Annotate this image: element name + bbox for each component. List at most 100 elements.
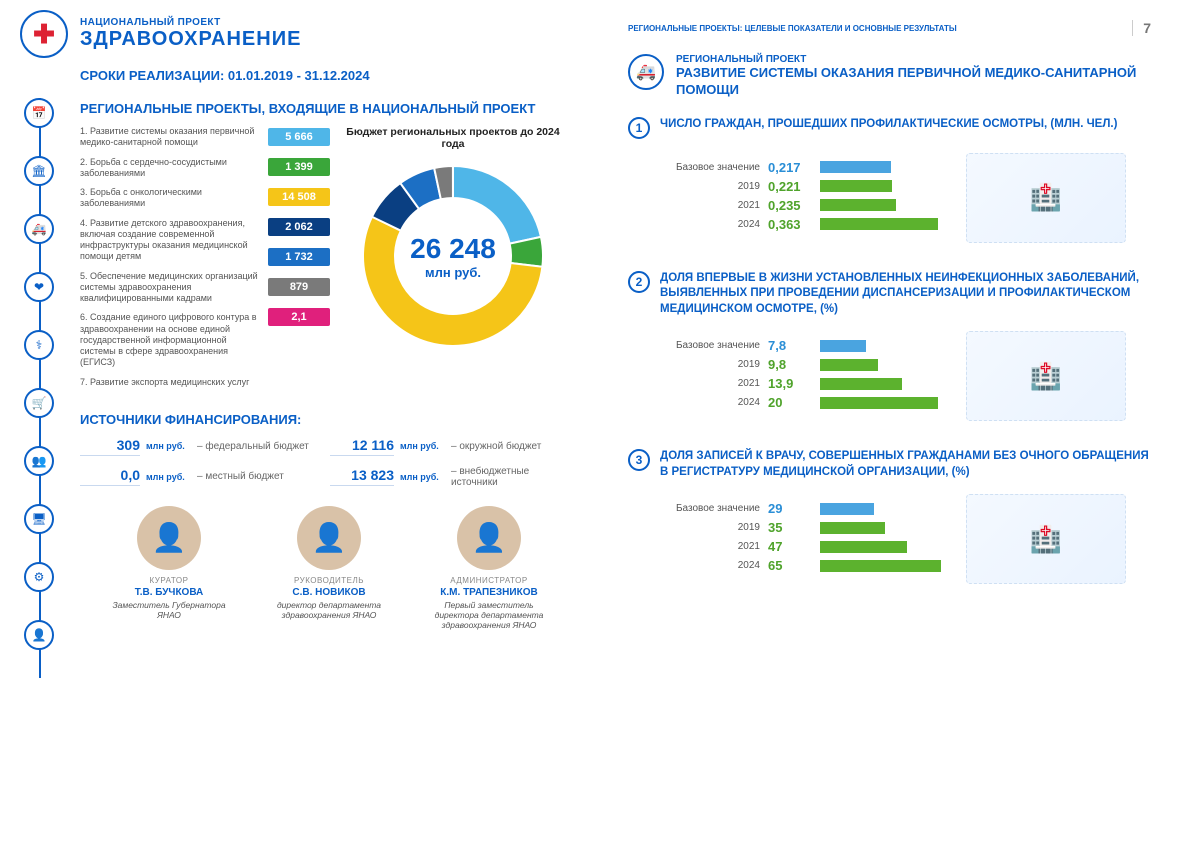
indicator-illustration: 🏥: [966, 494, 1126, 584]
rp-list-item: 3. Борьба с онкологическими заболеваниям…: [80, 187, 260, 210]
indicator-row-value: 9,8: [768, 357, 812, 372]
indicator-row: Базовое значение 29: [660, 501, 950, 516]
funding-value: 0,0: [80, 467, 140, 486]
funding-label: – федеральный бюджет: [197, 441, 324, 452]
funding-unit: млн руб.: [400, 441, 445, 451]
indicator-title: ДОЛЯ ЗАПИСЕЙ К ВРАЧУ, СОВЕРШЕННЫХ ГРАЖДА…: [660, 449, 1151, 480]
donut-center-value: 26 248: [410, 233, 496, 265]
rproj-eyebrow: РЕГИОНАЛЬНЫЙ ПРОЕКТ: [676, 54, 1151, 65]
indicator-number: 3: [628, 449, 650, 471]
rail-icon: 🚑: [24, 214, 54, 244]
header-title: ЗДРАВООХРАНЕНИЕ: [80, 28, 301, 51]
indicator-row: 2021 0,235: [660, 198, 950, 213]
indicator-row-value: 13,9: [768, 376, 812, 391]
person-title: директор департамента здравоохранения ЯН…: [264, 600, 394, 620]
person-role: КУРАТОР: [104, 576, 234, 585]
rail-icon: ❤: [24, 272, 54, 302]
indicator-bar: [820, 397, 938, 409]
avatar: 👤: [137, 506, 201, 570]
rail-icon: ⚕: [24, 330, 54, 360]
indicator-illustration: 🏥: [966, 153, 1126, 243]
indicator-row: Базовое значение 0,217: [660, 160, 950, 175]
funding-section-title: ИСТОЧНИКИ ФИНАНСИРОВАНИЯ:: [80, 412, 578, 427]
indicator-row: Базовое значение 7,8: [660, 338, 950, 353]
person-name: К.М. ТРАПЕЗНИКОВ: [424, 587, 554, 598]
indicator-bar: [820, 340, 866, 352]
rail-icon: ⚙: [24, 562, 54, 592]
indicator-row-value: 47: [768, 539, 812, 554]
donut-center-unit: млн руб.: [425, 265, 481, 280]
indicator-title: ЧИСЛО ГРАЖДАН, ПРОШЕДШИХ ПРОФИЛАКТИЧЕСКИ…: [660, 117, 1117, 133]
indicator-row: 2019 0,221: [660, 179, 950, 194]
funding-label: – местный бюджет: [197, 471, 324, 482]
rp-list-item: 5. Обеспечение медицинских организаций с…: [80, 271, 260, 305]
indicator-row-value: 0,221: [768, 179, 812, 194]
funding-label: – внебюджетные источники: [451, 466, 578, 488]
budget-badge: 879: [268, 278, 330, 296]
rp-list-item: 1. Развитие системы оказания первичной м…: [80, 126, 260, 149]
person-card: 👤 РУКОВОДИТЕЛЬ С.В. НОВИКОВ директор деп…: [264, 506, 394, 630]
ambulance-icon: 🚑: [628, 54, 664, 90]
indicator-row-value: 35: [768, 520, 812, 535]
rp-list-item: 7. Развитие экспорта медицинских услуг: [80, 377, 260, 388]
indicator-row: 2019 9,8: [660, 357, 950, 372]
indicator-row: 2024 65: [660, 558, 950, 573]
indicator-row-label: Базовое значение: [660, 162, 760, 173]
budget-badge: 5 666: [268, 128, 330, 146]
avatar: 👤: [457, 506, 521, 570]
page-number: 7: [1132, 20, 1151, 36]
indicator-row-label: 2019: [660, 181, 760, 192]
rail-icon: 🛒: [24, 388, 54, 418]
medical-cross-icon: ✚: [20, 10, 68, 58]
budget-badge: 2,1: [268, 308, 330, 326]
rail-icon: 📅: [24, 98, 54, 128]
rail-icon: 🏛: [24, 156, 54, 186]
rp-list-item: 2. Борьба с сердечно-сосудистыми заболев…: [80, 157, 260, 180]
right-header-label: РЕГИОНАЛЬНЫЕ ПРОЕКТЫ: ЦЕЛЕВЫЕ ПОКАЗАТЕЛИ…: [628, 24, 957, 33]
indicator-title: ДОЛЯ ВПЕРВЫЕ В ЖИЗНИ УСТАНОВЛЕННЫХ НЕИНФ…: [660, 271, 1151, 318]
rp-list-item: 6. Создание единого цифрового контура в …: [80, 312, 260, 368]
funding-label: – окружной бюджет: [451, 441, 578, 452]
indicator-number: 2: [628, 271, 650, 293]
donut-title: Бюджет региональных проектов до 2024 год…: [338, 126, 568, 150]
indicator-bar: [820, 199, 896, 211]
funding-unit: млн руб.: [146, 472, 191, 482]
page-header: ✚ НАЦИОНАЛЬНЫЙ ПРОЕКТ ЗДРАВООХРАНЕНИЕ: [20, 10, 578, 58]
indicator-row-value: 0,235: [768, 198, 812, 213]
indicator-row-label: 2024: [660, 397, 760, 408]
indicator-row-label: 2021: [660, 541, 760, 552]
indicator-row: 2024 20: [660, 395, 950, 410]
funding-value: 309: [80, 437, 140, 456]
indicator-row: 2021 13,9: [660, 376, 950, 391]
indicator-block: 1 ЧИСЛО ГРАЖДАН, ПРОШЕДШИХ ПРОФИЛАКТИЧЕС…: [628, 117, 1151, 243]
indicator-bar: [820, 359, 878, 371]
person-name: Т.В. БУЧКОВА: [104, 587, 234, 598]
indicator-illustration: 🏥: [966, 331, 1126, 421]
rp-section-title: РЕГИОНАЛЬНЫЕ ПРОЕКТЫ, ВХОДЯЩИЕ В НАЦИОНА…: [80, 101, 578, 116]
person-card: 👤 КУРАТОР Т.В. БУЧКОВА Заместитель Губер…: [104, 506, 234, 630]
indicator-row-label: 2019: [660, 359, 760, 370]
indicator-row-value: 65: [768, 558, 812, 573]
person-role: РУКОВОДИТЕЛЬ: [264, 576, 394, 585]
rail-icon: 👤: [24, 620, 54, 650]
rail-icon: 👥: [24, 446, 54, 476]
person-role: АДМИНИСТРАТОР: [424, 576, 554, 585]
implementation-dates: СРОКИ РЕАЛИЗАЦИИ: 01.01.2019 - 31.12.202…: [80, 68, 578, 83]
rail-icon: 🖥: [24, 504, 54, 534]
budget-donut-chart: 26 248 млн руб.: [353, 156, 553, 356]
indicator-block: 2 ДОЛЯ ВПЕРВЫЕ В ЖИЗНИ УСТАНОВЛЕННЫХ НЕИ…: [628, 271, 1151, 422]
rp-list-item: 4. Развитие детского здравоохранения, вк…: [80, 218, 260, 263]
budget-badge: 14 508: [268, 188, 330, 206]
icon-rail: 📅 🏛 🚑 ❤ ⚕ 🛒 👥 🖥 ⚙ 👤: [24, 98, 56, 678]
indicator-bar: [820, 218, 938, 230]
indicator-row-label: 2021: [660, 378, 760, 389]
indicator-row-value: 0,217: [768, 160, 812, 175]
funding-unit: млн руб.: [400, 472, 445, 482]
budget-badge: 1 399: [268, 158, 330, 176]
funding-value: 13 823: [330, 467, 394, 486]
indicator-row-label: 2021: [660, 200, 760, 211]
indicator-row-label: Базовое значение: [660, 503, 760, 514]
regional-project-header: 🚑 РЕГИОНАЛЬНЫЙ ПРОЕКТ РАЗВИТИЕ СИСТЕМЫ О…: [628, 54, 1151, 99]
rproj-title: РАЗВИТИЕ СИСТЕМЫ ОКАЗАНИЯ ПЕРВИЧНОЙ МЕДИ…: [676, 65, 1151, 99]
avatar: 👤: [297, 506, 361, 570]
